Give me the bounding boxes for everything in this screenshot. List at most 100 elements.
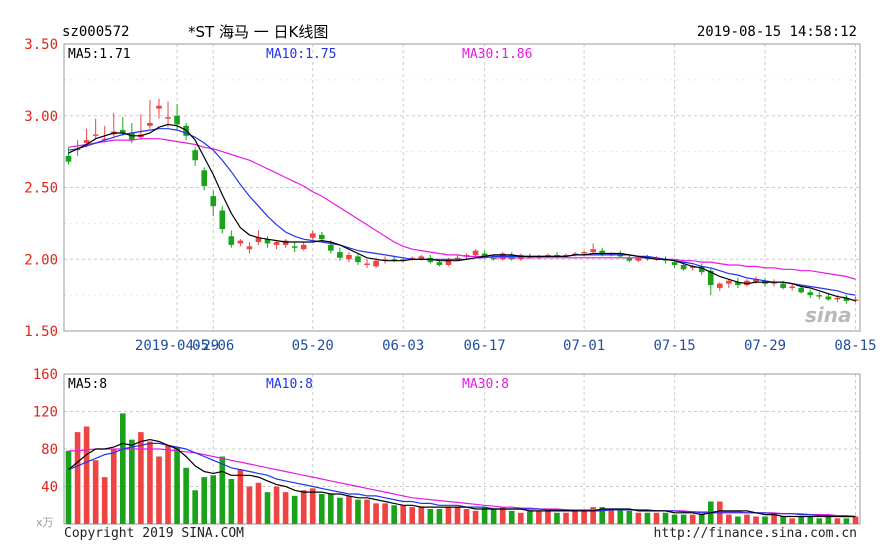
volume-bar-up (726, 514, 732, 524)
price-ma10-line (68, 128, 856, 296)
candle-down (780, 283, 786, 288)
vol-ma10-legend: MA10:8 (266, 377, 313, 392)
candle-up (346, 254, 352, 260)
candle-up (753, 279, 759, 283)
volume-bar-up (382, 503, 388, 524)
volume-bar-down (436, 509, 443, 524)
candle-up (590, 249, 596, 253)
ma30-legend: MA30:1.86 (462, 47, 532, 62)
candle-down (707, 270, 714, 286)
candle-down (436, 262, 443, 265)
volume-bar-up (590, 507, 596, 524)
price-ma30-line (68, 138, 856, 280)
price-y-tick-label: 3.50 (24, 37, 58, 53)
candle-down (129, 132, 135, 141)
candle-down (174, 115, 180, 125)
volume-bar-up (273, 486, 280, 524)
volume-bar-up (83, 426, 90, 524)
date-tick-label: 07-29 (744, 338, 786, 354)
candle-up (92, 134, 99, 136)
volume-bar-up (689, 514, 696, 524)
date-tick-label: 05-20 (292, 338, 334, 354)
volume-bar-down (119, 413, 126, 524)
candle-down (508, 254, 515, 260)
candle-up (445, 259, 452, 265)
candle-down (698, 266, 705, 273)
volume-bar-down (599, 507, 606, 524)
volume-bar-up (635, 512, 642, 524)
candle-up (852, 299, 859, 301)
candle-down (337, 252, 343, 258)
volume-bar-up (237, 469, 244, 524)
candle-down (816, 295, 823, 297)
volume-bar-down (490, 509, 497, 524)
volume-bar-down (391, 505, 397, 524)
candle-up (608, 253, 615, 255)
volume-bar-up (608, 509, 615, 524)
source-link[interactable]: http://finance.sina.com.cn (654, 526, 858, 541)
candle-down (644, 257, 651, 260)
volume-ma10-line (68, 442, 856, 518)
candle-down (219, 210, 226, 230)
volume-bar-down (210, 475, 217, 524)
volume-bar-up (246, 486, 253, 524)
volume-bar-up (545, 510, 551, 524)
volume-bar-down (183, 467, 189, 524)
date-tick-label: 06-03 (382, 338, 424, 354)
date-tick-label: 06-17 (464, 338, 506, 354)
candle-down (527, 256, 533, 258)
candle-down (599, 250, 606, 255)
candle-down (201, 170, 208, 187)
candle-up (789, 286, 795, 288)
candle-up (309, 233, 316, 238)
candle-down (318, 234, 325, 240)
candle-down (481, 253, 488, 257)
candle-up (726, 280, 732, 284)
volume-bar-down (762, 516, 768, 524)
volume-panel-frame (63, 373, 861, 525)
volume-bar-up (400, 505, 407, 524)
volume-bar-up (346, 495, 352, 524)
candle-up (400, 259, 407, 261)
sina-watermark: sina (805, 303, 852, 327)
volume-bar-down (129, 439, 135, 524)
candle-down (355, 256, 361, 263)
candle-down (391, 259, 397, 261)
volume-bars (65, 413, 859, 524)
candle-down (65, 155, 72, 162)
price-panel-frame (63, 43, 861, 332)
volume-ma5-line (68, 438, 856, 518)
volume-bar-up (300, 490, 307, 524)
timestamp: 2019-08-15 14:58:12 (697, 24, 857, 40)
candle-up (563, 254, 569, 257)
candle-up (382, 259, 388, 261)
candle-up (282, 240, 289, 245)
volume-bar-up (255, 482, 262, 524)
candle-down (735, 282, 741, 286)
candle-up (373, 260, 379, 267)
volume-bar-up (418, 507, 425, 524)
price-y-tick-label: 1.50 (24, 324, 58, 340)
volume-bar-up (409, 507, 416, 524)
candle-up (409, 257, 416, 260)
candle-up (517, 254, 524, 260)
copyright: Copyright 2019 SINA.COM (64, 526, 244, 541)
date-tick-label: 05-06 (192, 338, 234, 354)
candle-up (300, 244, 307, 250)
volume-bar-down (617, 509, 624, 524)
volume-bar-up (373, 503, 379, 524)
volume-bar-up (454, 507, 461, 524)
candle-up (273, 242, 280, 245)
vol-ma30-legend: MA30:8 (462, 377, 509, 392)
volume-bar-up (517, 512, 524, 524)
volume-bar-down (807, 516, 814, 524)
candle-down (798, 287, 805, 293)
volume-bar-down (527, 510, 533, 524)
candle-down (192, 150, 198, 161)
candle-up (744, 280, 750, 286)
volume-bar-down (780, 516, 786, 524)
volume-bar-up (581, 510, 587, 524)
volume-bar-up (744, 514, 750, 524)
